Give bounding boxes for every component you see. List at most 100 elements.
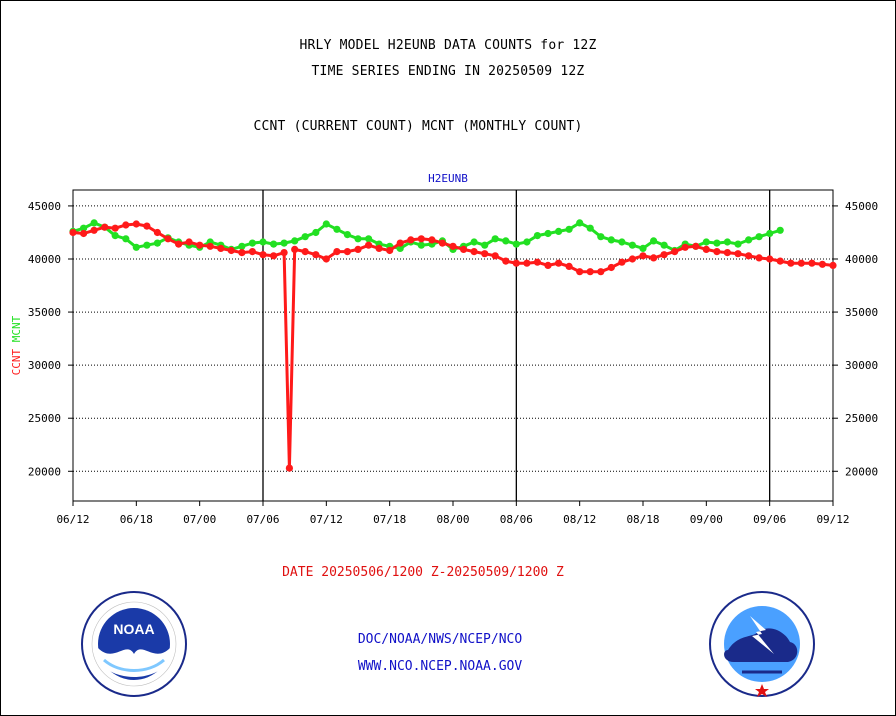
point-mcnt (312, 228, 320, 237)
noaa-logo-text: NOAA (113, 621, 154, 637)
point-mcnt (153, 239, 161, 247)
point-mcnt (322, 220, 330, 228)
point-ccnt (745, 252, 753, 260)
point-mcnt (660, 241, 668, 249)
point-ccnt (285, 464, 293, 472)
point-ccnt (671, 248, 679, 256)
x-tick-label: 08/18 (626, 513, 659, 526)
point-ccnt (808, 259, 816, 267)
point-mcnt (280, 239, 288, 247)
point-mcnt (512, 240, 520, 248)
point-ccnt (586, 268, 594, 276)
y-tick-label-right: 35000 (845, 306, 878, 319)
y-axis-label-ccnt: CCNT (10, 348, 23, 375)
point-mcnt (597, 233, 605, 241)
point-ccnt (607, 263, 615, 272)
point-ccnt (755, 254, 763, 262)
point-ccnt (797, 259, 805, 267)
point-mcnt (491, 235, 499, 243)
point-ccnt (576, 268, 584, 276)
point-ccnt (407, 236, 415, 244)
point-mcnt (734, 240, 742, 248)
point-ccnt (270, 252, 278, 260)
point-ccnt (354, 245, 362, 253)
x-tick-label: 09/06 (753, 513, 786, 526)
point-mcnt (343, 231, 351, 239)
point-ccnt (555, 259, 563, 267)
point-ccnt (766, 255, 774, 263)
point-mcnt (639, 244, 647, 252)
y-tick-label: 25000 (28, 412, 61, 425)
y-tick-label: 40000 (28, 253, 61, 266)
point-ccnt (692, 242, 700, 250)
x-tick-label: 08/06 (500, 513, 533, 526)
point-mcnt (238, 242, 246, 250)
y-tick-label-right: 25000 (845, 412, 878, 425)
point-ccnt (628, 255, 637, 263)
point-ccnt (238, 249, 246, 257)
chart-title: HRLY MODEL H2EUNB DATA COUNTS for 12Z (299, 38, 597, 53)
point-ccnt (132, 220, 140, 228)
point-ccnt (491, 252, 499, 260)
point-mcnt (723, 238, 732, 246)
point-ccnt (417, 235, 425, 243)
point-ccnt (280, 249, 288, 257)
date-range: DATE 20250506/1200 Z-20250509/1200 Z (282, 565, 564, 580)
y-tick-label: 35000 (28, 306, 61, 319)
point-mcnt (354, 235, 362, 243)
point-ccnt (650, 254, 658, 262)
point-ccnt (386, 246, 394, 255)
y-tick-label-right: 30000 (845, 359, 878, 372)
point-ccnt (512, 259, 520, 267)
point-ccnt (565, 262, 573, 270)
y-tick-label: 45000 (28, 200, 61, 213)
point-mcnt (702, 238, 710, 246)
point-ccnt (523, 259, 531, 267)
point-ccnt (639, 252, 647, 260)
point-ccnt (312, 251, 320, 259)
point-mcnt (90, 219, 98, 227)
point-mcnt (259, 238, 267, 246)
point-mcnt (713, 239, 721, 247)
point-ccnt (533, 258, 542, 266)
point-ccnt (164, 235, 172, 243)
point-ccnt (460, 245, 468, 253)
point-mcnt (122, 235, 130, 243)
point-mcnt (650, 237, 658, 245)
point-ccnt (544, 261, 552, 269)
point-mcnt (628, 241, 637, 249)
point-ccnt (322, 255, 330, 263)
point-ccnt (502, 257, 510, 265)
point-ccnt (818, 260, 827, 268)
point-ccnt (80, 229, 88, 238)
point-mcnt (132, 243, 140, 251)
point-ccnt (101, 223, 109, 231)
y-tick-label-right: 40000 (845, 253, 878, 266)
point-mcnt (755, 233, 763, 241)
point-ccnt (185, 238, 193, 246)
point-ccnt (428, 236, 436, 244)
series-line-ccnt (72, 222, 834, 469)
point-mcnt (365, 235, 373, 243)
noaa-logo: NOAA (81, 591, 187, 697)
point-mcnt (576, 219, 584, 227)
point-ccnt (248, 248, 256, 256)
point-ccnt (111, 224, 119, 232)
plot-area (72, 189, 834, 502)
x-tick-label: 07/18 (373, 513, 406, 526)
station-label: H2EUNB (428, 172, 468, 185)
point-mcnt (533, 232, 542, 240)
point-ccnt (396, 239, 404, 247)
point-ccnt (217, 244, 225, 252)
point-ccnt (776, 257, 784, 265)
point-mcnt (544, 229, 552, 238)
point-mcnt (502, 237, 510, 245)
point-mcnt (618, 238, 626, 246)
point-mcnt (333, 225, 341, 233)
y-tick-label-right: 45000 (845, 200, 878, 213)
point-mcnt (607, 236, 615, 244)
point-ccnt (333, 248, 341, 256)
point-mcnt (766, 229, 774, 238)
point-ccnt (438, 239, 446, 247)
